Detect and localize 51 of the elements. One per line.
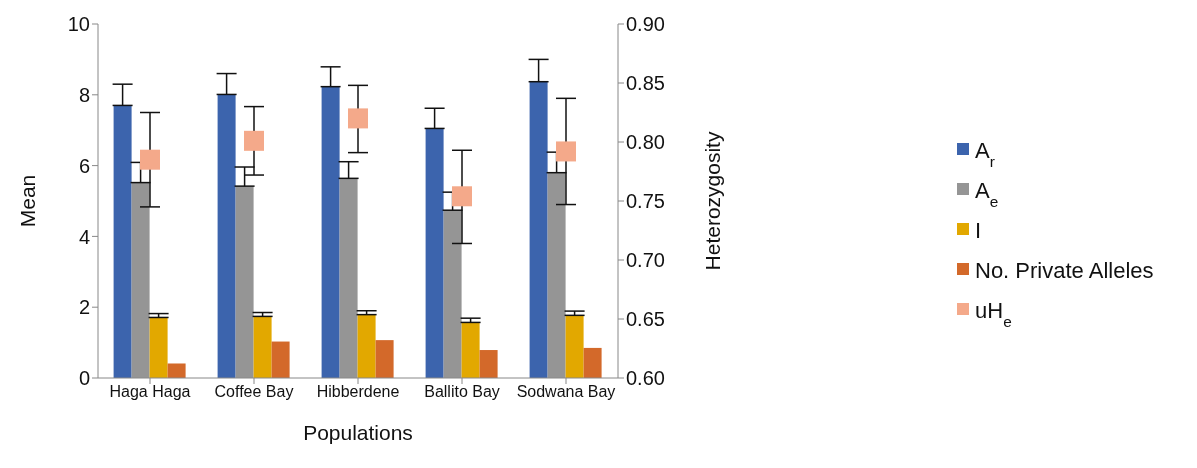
bar — [217, 94, 236, 378]
bar — [271, 341, 290, 378]
bar — [339, 178, 358, 378]
bar — [565, 315, 584, 378]
x-tick-label: Haga Haga — [109, 383, 191, 401]
y2-tick-label: 0.80 — [626, 131, 665, 154]
y2-tick-label: 0.75 — [626, 190, 665, 213]
bar — [547, 172, 566, 378]
legend-label: A$_{e}$ — [975, 178, 999, 210]
legend-label: I — [975, 218, 982, 243]
y2-tick-label: 0.65 — [626, 308, 665, 331]
y2-tick-label: 0.85 — [626, 72, 665, 95]
bar — [253, 316, 272, 378]
legend-label: A$_{r}$ — [975, 138, 995, 170]
y2-tick-label: 0.70 — [626, 249, 665, 272]
x-tick-label: Sodwana Bay — [516, 383, 616, 401]
bar — [479, 350, 498, 378]
y-tick-label: 0 — [78, 367, 90, 390]
legend-label: No. Private Alleles — [975, 258, 1154, 283]
bar — [583, 347, 602, 378]
bar — [357, 314, 376, 378]
bar — [375, 340, 394, 378]
x-axis-title: Populations — [303, 421, 413, 444]
y-tick-label: 4 — [78, 225, 90, 248]
point — [244, 130, 264, 151]
bar — [235, 186, 254, 378]
y-tick-label: 2 — [78, 296, 90, 319]
y2-tick-label: 0.60 — [626, 367, 665, 390]
point — [556, 141, 576, 162]
legend-label: uH$_{e}$ — [975, 298, 1012, 330]
y2-axis-title: Heterozygosity — [701, 131, 725, 271]
bar — [425, 128, 444, 378]
y-tick-label: 6 — [78, 154, 90, 177]
x-tick-label: Hibberdene — [316, 383, 400, 401]
y-tick-label: 10 — [67, 13, 90, 36]
x-tick-label: Ballito Bay — [424, 383, 500, 401]
bar — [131, 182, 150, 378]
bar — [443, 210, 462, 378]
bar — [321, 86, 340, 378]
bar — [113, 105, 132, 378]
x-tick-label: Coffee Bay — [214, 383, 294, 401]
point — [140, 149, 160, 170]
y-tick-label: 8 — [78, 83, 90, 106]
point — [452, 186, 472, 207]
y2-tick-label: 0.90 — [626, 13, 665, 36]
bar — [529, 81, 548, 378]
bar — [461, 322, 480, 378]
point — [348, 108, 368, 129]
y-axis-title: Mean — [16, 174, 40, 228]
bar — [167, 363, 186, 378]
bar — [149, 317, 168, 378]
